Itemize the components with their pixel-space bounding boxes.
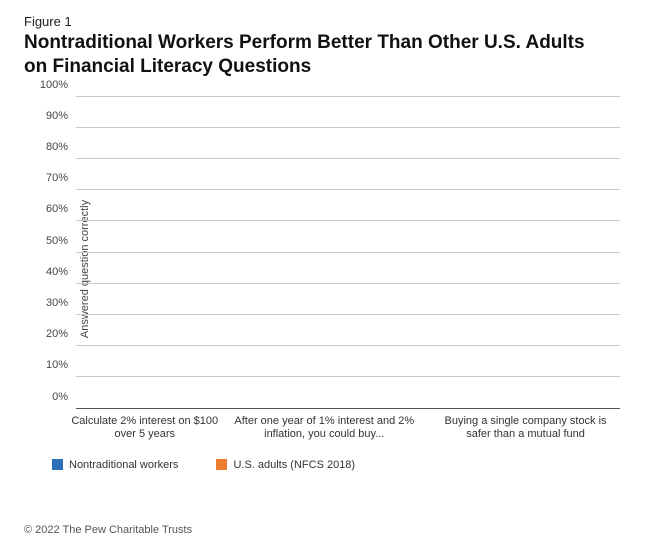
figure-label: Figure 1 <box>24 14 626 29</box>
gridline <box>76 158 620 159</box>
legend: Nontraditional workers U.S. adults (NFCS … <box>52 459 626 471</box>
y-tick-label: 0% <box>52 391 68 403</box>
y-tick-label: 70% <box>46 172 68 184</box>
y-tick-label: 10% <box>46 359 68 371</box>
gridline <box>76 189 620 190</box>
chart-title: Nontraditional Workers Perform Better Th… <box>24 31 604 79</box>
gridline <box>76 96 620 97</box>
gridline <box>76 376 620 377</box>
legend-swatch <box>216 459 227 470</box>
legend-label: U.S. adults (NFCS 2018) <box>233 459 355 471</box>
gridline <box>76 314 620 315</box>
legend-item: U.S. adults (NFCS 2018) <box>216 459 355 471</box>
gridline <box>76 283 620 284</box>
y-tick-label: 40% <box>46 266 68 278</box>
footer-copyright: © 2022 The Pew Charitable Trusts <box>24 524 192 536</box>
y-tick-label: 90% <box>46 110 68 122</box>
plot-area: 0%10%20%30%40%50%60%70%80%90%100%81.6%72… <box>76 97 620 409</box>
chart-container: Answered question correctly 0%10%20%30%4… <box>30 89 620 449</box>
y-tick-label: 80% <box>46 141 68 153</box>
gridline <box>76 252 620 253</box>
x-category-label: After one year of 1% interest and 2% inf… <box>229 415 419 443</box>
y-tick-label: 20% <box>46 328 68 340</box>
gridline <box>76 345 620 346</box>
legend-item: Nontraditional workers <box>52 459 178 471</box>
x-category-label: Calculate 2% interest on $100 over 5 yea… <box>65 415 225 443</box>
legend-label: Nontraditional workers <box>69 459 178 471</box>
gridline <box>76 220 620 221</box>
x-category-label: Buying a single company stock is safer t… <box>438 415 613 443</box>
x-axis-baseline <box>76 408 620 409</box>
y-tick-label: 30% <box>46 297 68 309</box>
y-tick-label: 60% <box>46 203 68 215</box>
y-tick-label: 50% <box>46 235 68 247</box>
legend-swatch <box>52 459 63 470</box>
gridline <box>76 127 620 128</box>
y-tick-label: 100% <box>40 79 68 91</box>
